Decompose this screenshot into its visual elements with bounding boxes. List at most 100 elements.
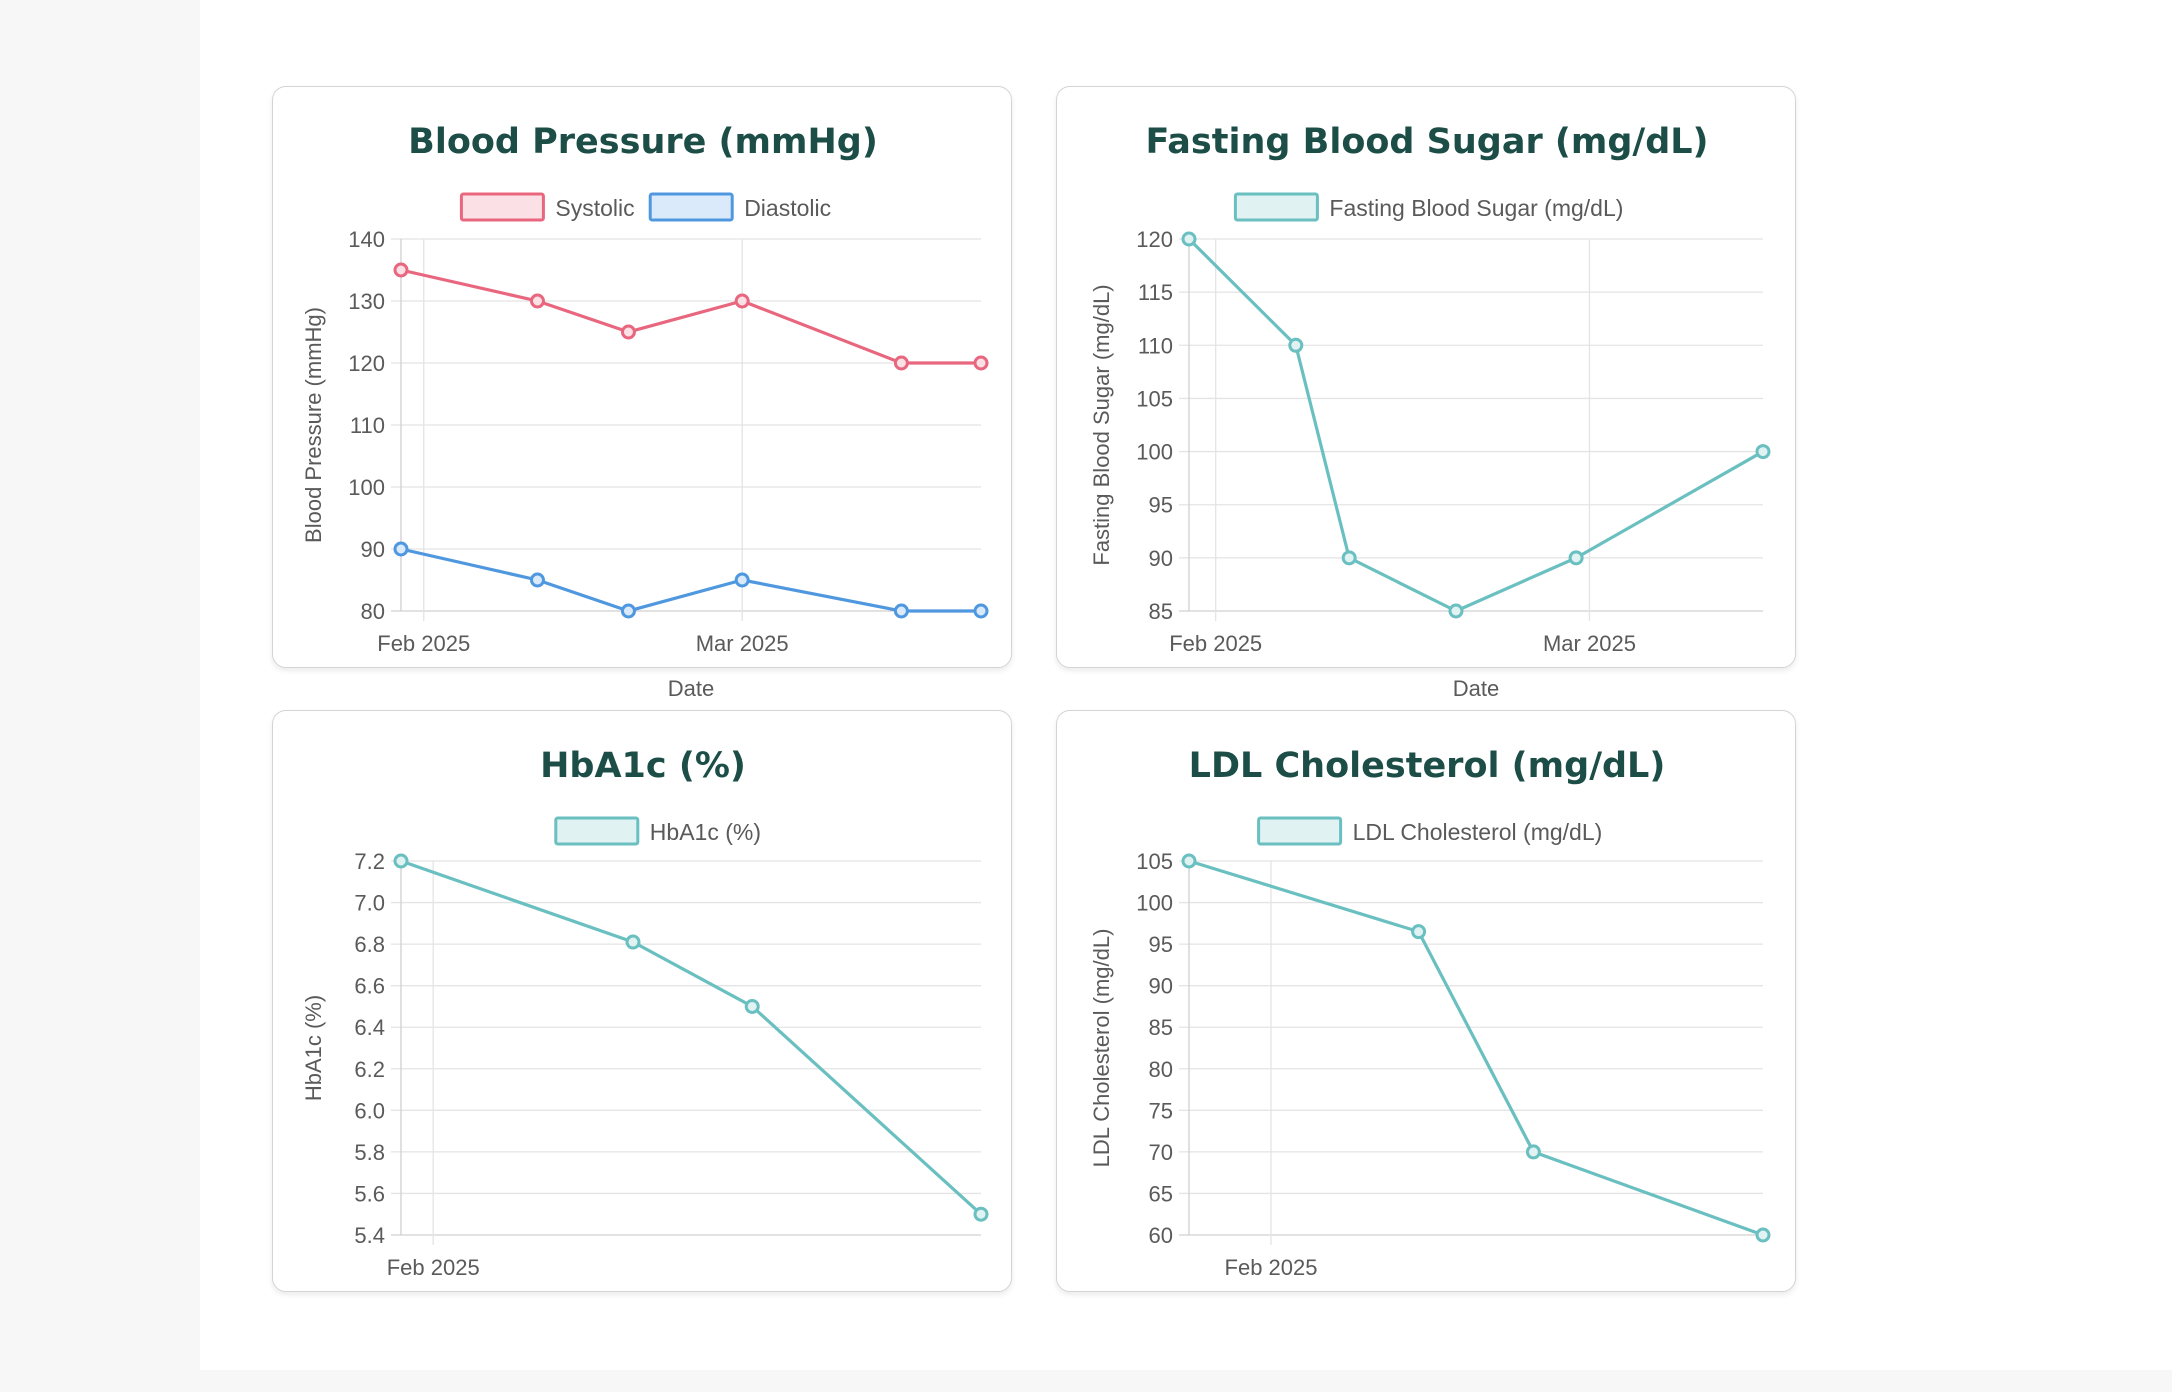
y-tick-label: 90 <box>1149 546 1173 571</box>
x-tick-label: Mar 2025 <box>696 631 789 656</box>
y-tick-label: 130 <box>348 289 385 314</box>
y-tick-label: 85 <box>1149 1015 1173 1040</box>
y-tick-label: 5.6 <box>354 1181 385 1206</box>
y-tick-label: 80 <box>361 599 385 624</box>
y-tick-label: 75 <box>1149 1098 1173 1123</box>
data-point[interactable] <box>893 603 909 619</box>
y-tick-label: 5.8 <box>354 1140 385 1165</box>
chart-title: LDL Cholesterol (mg/dL) <box>1189 746 1666 786</box>
data-point[interactable] <box>1288 337 1304 353</box>
data-point[interactable] <box>973 355 989 371</box>
y-tick-label: 65 <box>1149 1181 1173 1206</box>
data-point[interactable] <box>529 572 545 588</box>
y-tick-label: 110 <box>350 413 385 438</box>
data-point[interactable] <box>1525 1144 1541 1160</box>
data-point[interactable] <box>973 1206 989 1222</box>
data-point[interactable] <box>1448 603 1464 619</box>
x-tick-label: Feb 2025 <box>1225 1255 1318 1280</box>
y-axis-title: Blood Pressure (mmHg) <box>301 307 326 543</box>
data-point[interactable] <box>1341 550 1357 566</box>
data-point[interactable] <box>1755 444 1771 460</box>
hba1c-card: HbA1c (%) HbA1c (%) 5.4 5.6 5.8 6.0 6.2 6.4 6.6 6… <box>272 710 1012 1292</box>
y-tick-label: 6.6 <box>354 974 385 999</box>
y-tick-label: 105 <box>1136 386 1173 411</box>
series-line-fasting-blood-sugar-mg-dl- <box>1187 237 1764 613</box>
x-tick-label: Feb 2025 <box>1169 631 1262 656</box>
hba1c-chart: HbA1c (%) HbA1c (%) 5.4 5.6 5.8 6.0 6.2 6.4 6.6 6… <box>301 746 989 1280</box>
y-tick-label: 100 <box>348 475 385 500</box>
y-tick-label: 80 <box>1149 1057 1173 1082</box>
blood-pressure-card: Blood Pressure (mmHg) Systolic Diastolic 80… <box>272 86 1012 701</box>
x-axis-title: Date <box>1453 676 1499 701</box>
legend-label: HbA1c (%) <box>650 819 761 845</box>
y-tick-label: 6.8 <box>354 932 385 957</box>
x-axis-title: Date <box>668 676 714 701</box>
x-tick-label: Feb 2025 <box>377 631 470 656</box>
data-point[interactable] <box>893 355 909 371</box>
legend-label: Diastolic <box>744 195 831 221</box>
data-point[interactable] <box>1411 924 1427 940</box>
legend-label: LDL Cholesterol (mg/dL) <box>1353 819 1603 845</box>
y-tick-label: 110 <box>1138 333 1173 358</box>
y-tick-label: 120 <box>1136 227 1173 252</box>
data-point[interactable] <box>625 934 641 950</box>
x-tick-label: Feb 2025 <box>387 1255 480 1280</box>
y-tick-label: 120 <box>348 351 385 376</box>
fasting-blood-sugar-card: Fasting Blood Sugar (mg/dL) Fasting Blood… <box>1056 86 1796 701</box>
data-point[interactable] <box>620 603 636 619</box>
y-tick-label: 100 <box>1136 891 1173 916</box>
data-point[interactable] <box>393 853 409 869</box>
blood-pressure-chart: Blood Pressure (mmHg) Systolic Diastolic 80… <box>301 122 989 701</box>
data-point[interactable] <box>393 262 409 278</box>
ldl-cholesterol-chart: LDL Cholesterol (mg/dL) LDL Cholesterol (… <box>1089 746 1771 1280</box>
chart-title: Blood Pressure (mmHg) <box>408 122 878 162</box>
y-tick-label: 140 <box>348 227 385 252</box>
legend-label: Fasting Blood Sugar (mg/dL) <box>1329 195 1623 221</box>
y-tick-label: 70 <box>1149 1140 1173 1165</box>
y-tick-label: 100 <box>1136 440 1173 465</box>
y-tick-label: 6.0 <box>354 1098 385 1123</box>
y-tick-label: 7.2 <box>354 849 385 874</box>
y-tick-label: 6.4 <box>354 1015 385 1040</box>
chart-title: Fasting Blood Sugar (mg/dL) <box>1145 122 1708 162</box>
data-point[interactable] <box>734 293 750 309</box>
data-point[interactable] <box>1181 853 1197 869</box>
y-tick-label: 115 <box>1138 280 1173 305</box>
data-point[interactable] <box>1755 1227 1771 1243</box>
legend-swatch <box>1257 816 1343 846</box>
y-tick-label: 7.0 <box>354 891 385 916</box>
y-tick-label: 95 <box>1149 493 1173 518</box>
data-point[interactable] <box>744 998 760 1014</box>
data-point[interactable] <box>1181 231 1197 247</box>
y-tick-label: 90 <box>1149 974 1173 999</box>
series-line-diastolic <box>400 547 981 613</box>
data-point[interactable] <box>529 293 545 309</box>
ldl-cholesterol-card: LDL Cholesterol (mg/dL) LDL Cholesterol (… <box>1056 710 1796 1292</box>
y-tick-label: 90 <box>361 537 385 562</box>
data-point[interactable] <box>973 603 989 619</box>
fasting-blood-sugar-chart: Fasting Blood Sugar (mg/dL) Fasting Blood… <box>1089 122 1771 701</box>
legend-swatch <box>554 816 640 846</box>
y-tick-label: 105 <box>1136 849 1173 874</box>
series-line-hba1c- <box>400 859 983 1216</box>
chart-title: HbA1c (%) <box>540 746 746 786</box>
y-tick-label: 6.2 <box>354 1057 385 1082</box>
legend-swatch <box>459 192 545 222</box>
data-point[interactable] <box>734 572 750 588</box>
legend-swatch <box>1233 192 1319 222</box>
data-point[interactable] <box>393 541 409 557</box>
y-tick-label: 85 <box>1149 599 1173 624</box>
series-line-systolic <box>400 268 981 365</box>
y-axis-title: HbA1c (%) <box>301 995 326 1101</box>
y-axis-title: Fasting Blood Sugar (mg/dL) <box>1089 284 1114 565</box>
y-axis-title: LDL Cholesterol (mg/dL) <box>1089 929 1114 1168</box>
legend-swatch <box>648 192 734 222</box>
data-point[interactable] <box>1568 550 1584 566</box>
x-tick-label: Mar 2025 <box>1543 631 1636 656</box>
data-point[interactable] <box>620 324 636 340</box>
legend-label: Systolic <box>555 195 634 221</box>
y-tick-label: 95 <box>1149 932 1173 957</box>
series-line-ldl-cholesterol-mg-dl- <box>1188 859 1764 1237</box>
y-tick-label: 60 <box>1149 1223 1173 1248</box>
y-tick-label: 5.4 <box>354 1223 385 1248</box>
